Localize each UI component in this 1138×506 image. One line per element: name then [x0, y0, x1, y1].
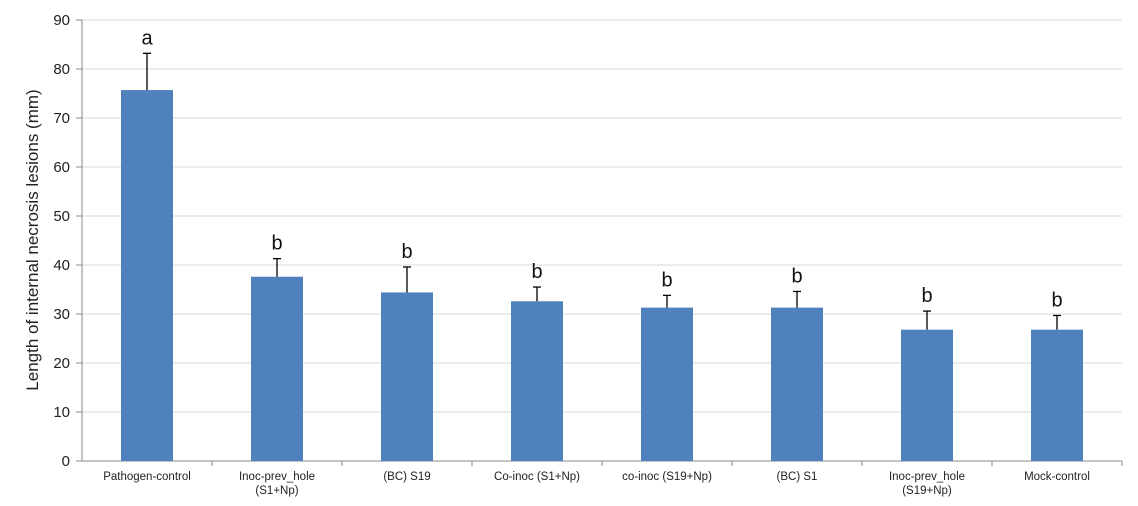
y-tick-label: 10 — [53, 404, 70, 421]
x-category-label: (BC) S1 — [777, 471, 818, 483]
y-tick-label: 50 — [53, 208, 70, 225]
gridlines — [82, 19, 1122, 413]
x-category-label: Inoc-prev_hole — [889, 471, 965, 483]
y-tick-label: 80 — [53, 61, 70, 78]
y-tick-label: 60 — [53, 159, 70, 176]
significance-letter: b — [791, 265, 802, 287]
x-category-label: (S1+Np) — [255, 485, 298, 497]
bar — [121, 90, 173, 461]
y-tick-label: 40 — [53, 257, 70, 274]
bar — [251, 276, 303, 461]
significance-letter: b — [401, 241, 412, 263]
bar — [381, 292, 433, 461]
significance-letter: a — [141, 27, 153, 49]
x-category-label: (BC) S19 — [383, 471, 430, 483]
y-axis-label: Length of internal necrosis lesions (mm) — [23, 89, 42, 390]
axes — [76, 19, 1123, 466]
bar — [901, 329, 953, 461]
significance-letter: b — [271, 233, 282, 255]
x-category-label: Mock-control — [1024, 471, 1090, 483]
significance-letter: b — [921, 285, 932, 307]
y-tick-label: 70 — [53, 110, 70, 127]
significance-letter: b — [661, 269, 672, 291]
bar — [1031, 329, 1083, 461]
y-tick-label: 30 — [53, 306, 70, 323]
significance-letter: b — [1051, 289, 1062, 311]
x-category-label: co-inoc (S19+Np) — [622, 471, 712, 483]
y-tick-label: 0 — [62, 453, 70, 470]
bars — [121, 52, 1083, 461]
y-tick-label: 90 — [53, 12, 70, 29]
x-category-label: Pathogen-control — [103, 471, 191, 483]
bar — [641, 307, 693, 461]
significance-letter: b — [531, 261, 542, 283]
labels: 0 10 20 30 40 50 60 70 80 90 a Pathogen-control b Ino… — [53, 12, 1090, 497]
y-tick-label: 20 — [53, 355, 70, 372]
x-category-label: Co-inoc (S1+Np) — [494, 471, 580, 483]
bar — [771, 307, 823, 461]
bar — [511, 301, 563, 461]
x-category-label: (S19+Np) — [902, 485, 952, 497]
x-category-label: Inoc-prev_hole — [239, 471, 315, 483]
